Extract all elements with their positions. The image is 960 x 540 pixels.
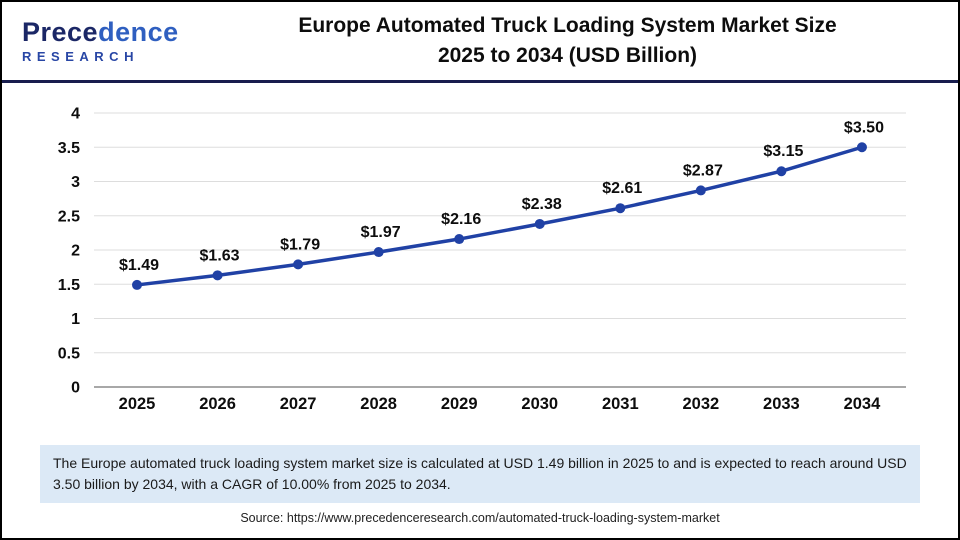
summary-box: The Europe automated truck loading syste… <box>40 445 920 503</box>
logo-brand-subtitle: RESEARCH <box>22 49 139 64</box>
data-label-2027: $1.79 <box>280 236 320 253</box>
data-label-2025: $1.49 <box>119 257 159 274</box>
data-point-2028 <box>373 247 384 258</box>
x-tick-label-2025: 2025 <box>119 395 156 413</box>
data-point-2027 <box>293 259 304 270</box>
logo-brand-part2: dence <box>98 17 179 47</box>
data-point-2031 <box>615 203 626 214</box>
data-label-2029: $2.16 <box>441 211 481 228</box>
y-tick-label-1.5: 1.5 <box>58 277 80 294</box>
data-point-2033 <box>776 166 787 177</box>
data-label-2033: $3.15 <box>763 143 803 160</box>
x-tick-label-2033: 2033 <box>763 395 800 413</box>
data-label-2031: $2.61 <box>602 180 642 197</box>
data-label-2028: $1.97 <box>361 224 401 241</box>
data-label-2030: $2.38 <box>522 196 562 213</box>
title-line-1: Europe Automated Truck Loading System Ma… <box>298 13 837 37</box>
market-size-line-chart: 0 0.5 1 1.5 2 2.5 3 3.5 4 2025 2026 2027 2028 2029 203… <box>2 83 958 439</box>
header: Precedence RESEARCH Europe Automated Tru… <box>2 2 958 83</box>
chart-canvas: 0 0.5 1 1.5 2 2.5 3 3.5 4 2025 2026 2027 2028 2029 203… <box>58 106 906 413</box>
x-tick-label-2031: 2031 <box>602 395 639 413</box>
y-tick-label-2: 2 <box>71 243 80 260</box>
x-tick-label-2028: 2028 <box>360 395 397 413</box>
x-tick-label-2026: 2026 <box>199 395 236 413</box>
y-tick-label-1: 1 <box>71 311 80 328</box>
data-point-2034 <box>856 142 867 153</box>
precedence-research-logo: Precedence RESEARCH <box>2 19 207 64</box>
logo-brand-part1: Prece <box>22 17 99 47</box>
data-point-2029 <box>454 234 465 245</box>
data-point-2030 <box>534 218 545 229</box>
y-tick-label-4: 4 <box>71 106 80 123</box>
title-line-2: 2025 to 2034 (USD Billion) <box>437 44 698 67</box>
x-tick-label-2034: 2034 <box>844 395 882 413</box>
data-label-2032: $2.87 <box>683 162 723 179</box>
x-tick-label-2030: 2030 <box>521 395 558 413</box>
x-tick-label-2027: 2027 <box>280 395 317 413</box>
source-citation: Source: https://www.precedenceresearch.c… <box>240 511 720 525</box>
x-tick-label-2029: 2029 <box>441 395 478 413</box>
data-point-2026 <box>212 270 223 281</box>
y-tick-label-0: 0 <box>71 380 80 397</box>
x-tick-label-2032: 2032 <box>682 395 719 413</box>
y-tick-label-0.5: 0.5 <box>58 345 80 362</box>
market-size-line <box>135 145 864 287</box>
page-title: Europe Automated Truck Loading System Ma… <box>207 11 958 72</box>
data-label-2026: $1.63 <box>200 247 240 264</box>
y-tick-label-2.5: 2.5 <box>58 208 80 225</box>
data-point-2032 <box>695 185 706 196</box>
logo-brand-name: Precedence <box>22 19 207 46</box>
data-point-2025 <box>132 279 142 290</box>
y-tick-label-3: 3 <box>71 174 80 191</box>
data-label-2034: $3.50 <box>844 119 884 136</box>
y-tick-label-3.5: 3.5 <box>58 140 80 157</box>
